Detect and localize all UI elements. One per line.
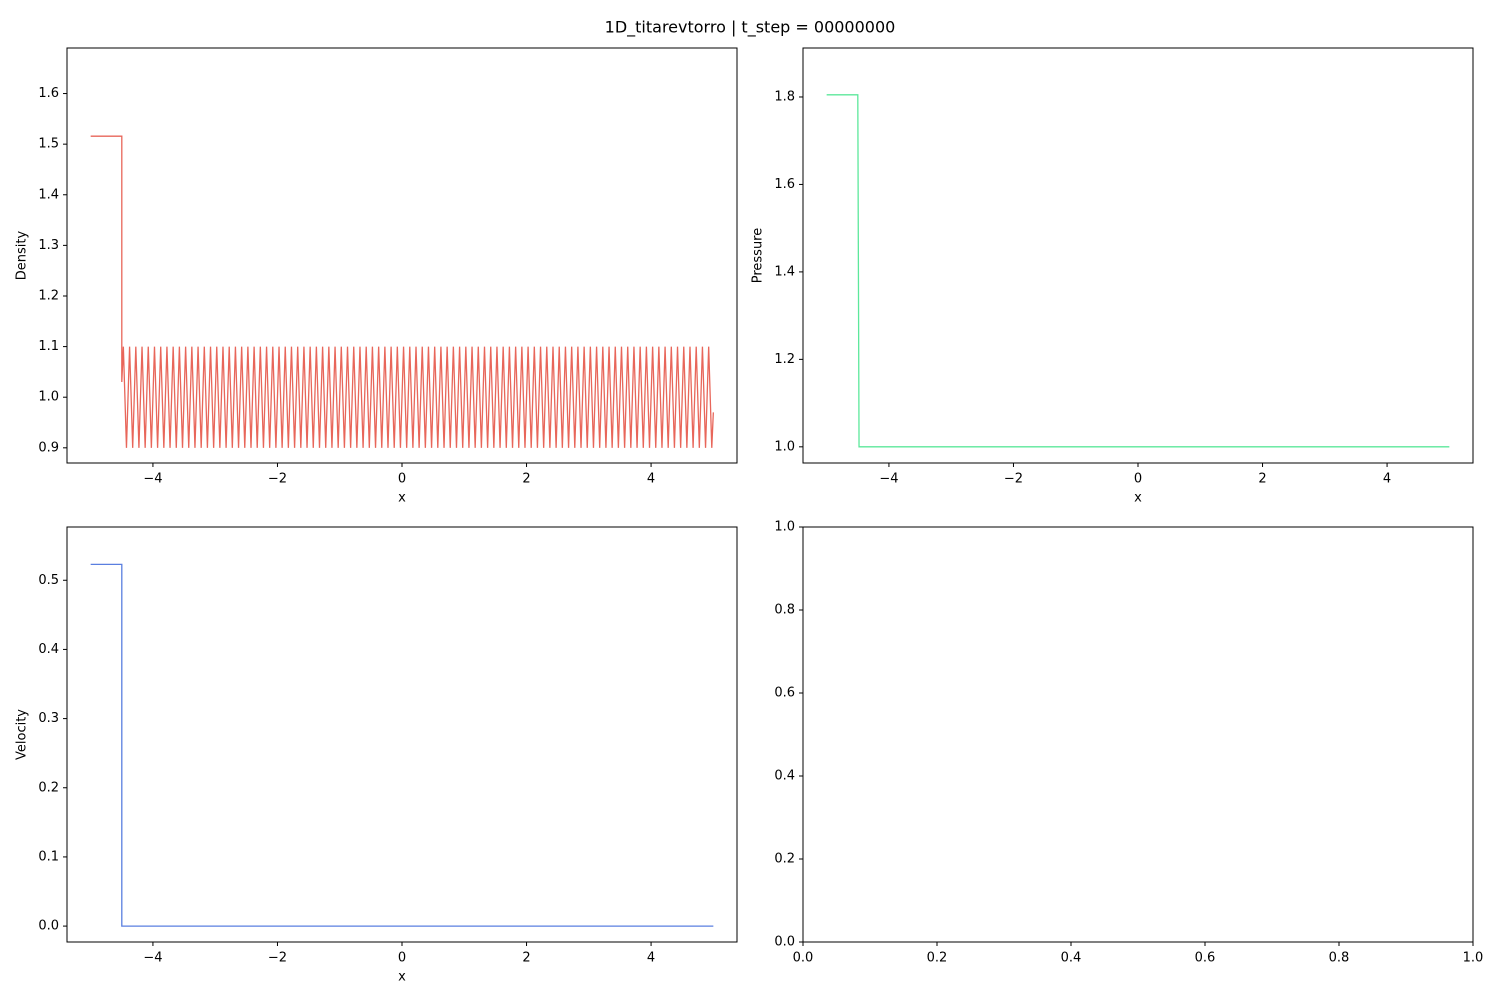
axes-frame — [66, 47, 738, 464]
figure-title: 1D_titarevtorro | t_step = 00000000 — [605, 18, 896, 38]
x-tick-label: 0.6 — [1195, 951, 1216, 966]
y-tick-label: 0.5 — [38, 573, 59, 588]
y-tick-label: 1.1 — [38, 339, 59, 354]
x-tick-label: 2 — [1258, 472, 1266, 487]
axes-frame — [66, 526, 738, 943]
y-tick-label: 1.0 — [774, 520, 795, 535]
y-tick-label: 0.2 — [38, 780, 59, 795]
x-tick-label: 0.2 — [927, 951, 948, 966]
x-tick-label: 2 — [522, 951, 530, 966]
y-tick-label: 1.2 — [38, 288, 59, 303]
y-tick-label: 1.4 — [38, 187, 59, 202]
x-tick-label: 0 — [398, 951, 406, 966]
y-tick-label: 1.0 — [38, 390, 59, 405]
y-tick-label: 0.6 — [774, 686, 795, 701]
y-tick-label: 0.1 — [38, 849, 59, 864]
x-tick-label: 2 — [522, 472, 530, 487]
y-axis-label: Pressure — [751, 228, 766, 284]
y-axis-label: Velocity — [15, 709, 30, 760]
y-axis-label: Density — [15, 230, 30, 280]
y-tick-label: 1.6 — [38, 86, 59, 101]
x-tick-label: 4 — [647, 472, 655, 487]
y-tick-label: 0.4 — [774, 769, 795, 784]
y-tick-label: 0.3 — [38, 711, 59, 726]
y-tick-label: 1.4 — [774, 264, 795, 279]
y-tick-label: 0.0 — [774, 935, 795, 950]
x-tick-label: −2 — [268, 472, 287, 487]
x-tick-label: 0 — [398, 472, 406, 487]
x-tick-label: −4 — [143, 951, 162, 966]
x-tick-label: −2 — [268, 951, 287, 966]
y-tick-label: 1.0 — [774, 439, 795, 454]
y-tick-label: 0.8 — [774, 603, 795, 618]
x-tick-label: −4 — [879, 472, 898, 487]
axes-frame — [802, 526, 1474, 943]
y-tick-label: 0.0 — [38, 919, 59, 934]
x-tick-label: 1.0 — [1463, 951, 1484, 966]
y-tick-label: 0.2 — [774, 852, 795, 867]
x-tick-label: −4 — [143, 472, 162, 487]
y-tick-label: 0.4 — [38, 642, 59, 657]
x-axis-label: x — [398, 970, 406, 985]
x-tick-label: 0 — [1134, 472, 1142, 487]
x-axis-label: x — [398, 491, 406, 506]
y-tick-label: 1.8 — [774, 89, 795, 104]
x-tick-label: 0.8 — [1329, 951, 1350, 966]
y-tick-label: 1.3 — [38, 238, 59, 253]
y-tick-label: 0.9 — [38, 440, 59, 455]
y-tick-label: 1.5 — [38, 137, 59, 152]
data-line — [90, 563, 714, 927]
x-tick-label: 4 — [647, 951, 655, 966]
data-line — [826, 94, 1450, 448]
x-tick-label: 0.0 — [793, 951, 814, 966]
x-axis-label: x — [1134, 491, 1142, 506]
x-tick-label: −2 — [1004, 472, 1023, 487]
x-tick-label: 4 — [1383, 472, 1391, 487]
y-tick-label: 1.6 — [774, 177, 795, 192]
axes-frame — [802, 47, 1474, 464]
y-tick-label: 1.2 — [774, 352, 795, 367]
x-tick-label: 0.4 — [1061, 951, 1082, 966]
data-line — [90, 135, 714, 448]
